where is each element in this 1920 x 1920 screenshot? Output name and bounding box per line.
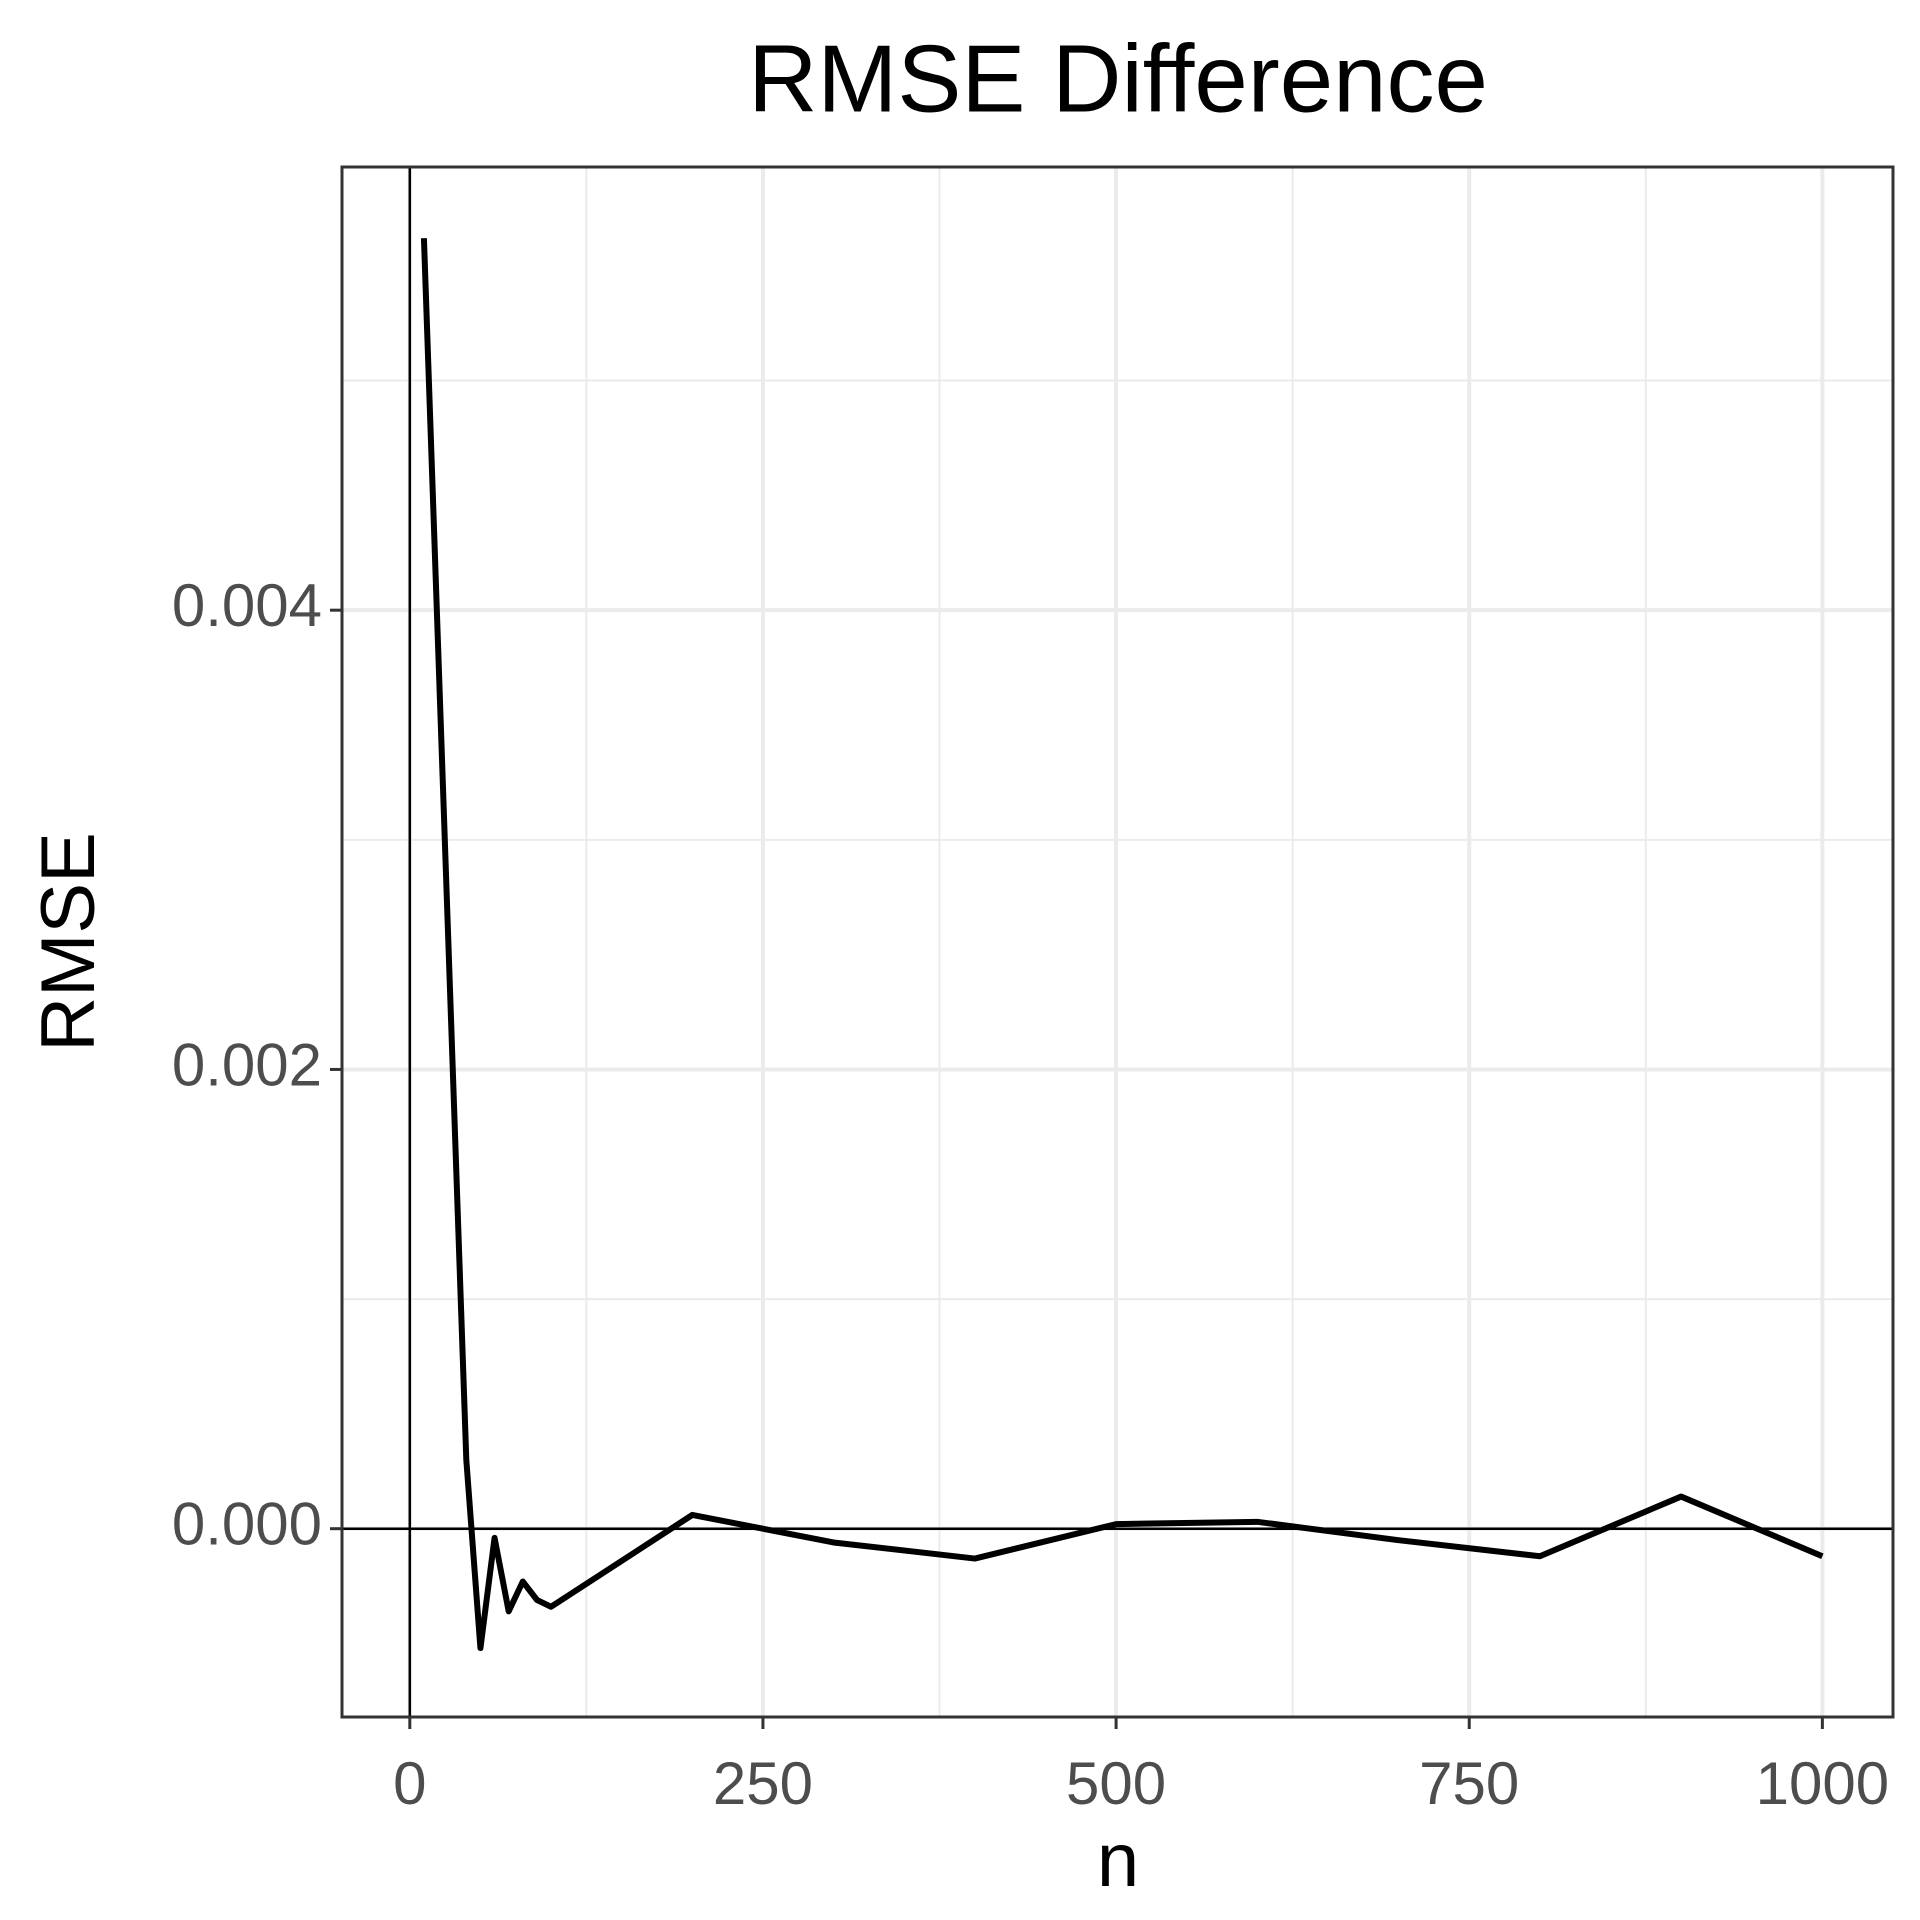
x-tick-label: 500 xyxy=(1066,1750,1166,1817)
y-tick-label: 0.004 xyxy=(172,572,322,639)
panel-border xyxy=(340,165,1895,1719)
x-axis-title: n xyxy=(1097,1818,1139,1903)
data-line xyxy=(420,238,1824,1652)
y-axis-title: RMSE xyxy=(26,832,111,1052)
x-tick-label: 0 xyxy=(393,1750,426,1817)
x-tick-label: 250 xyxy=(713,1750,813,1817)
x-tick-label: 750 xyxy=(1419,1750,1519,1817)
chart-title: RMSE Difference xyxy=(748,25,1488,132)
y-tick-label: 0.000 xyxy=(172,1491,322,1558)
y-tick-label: 0.002 xyxy=(172,1031,322,1098)
x-tick-label: 1000 xyxy=(1756,1750,1889,1817)
